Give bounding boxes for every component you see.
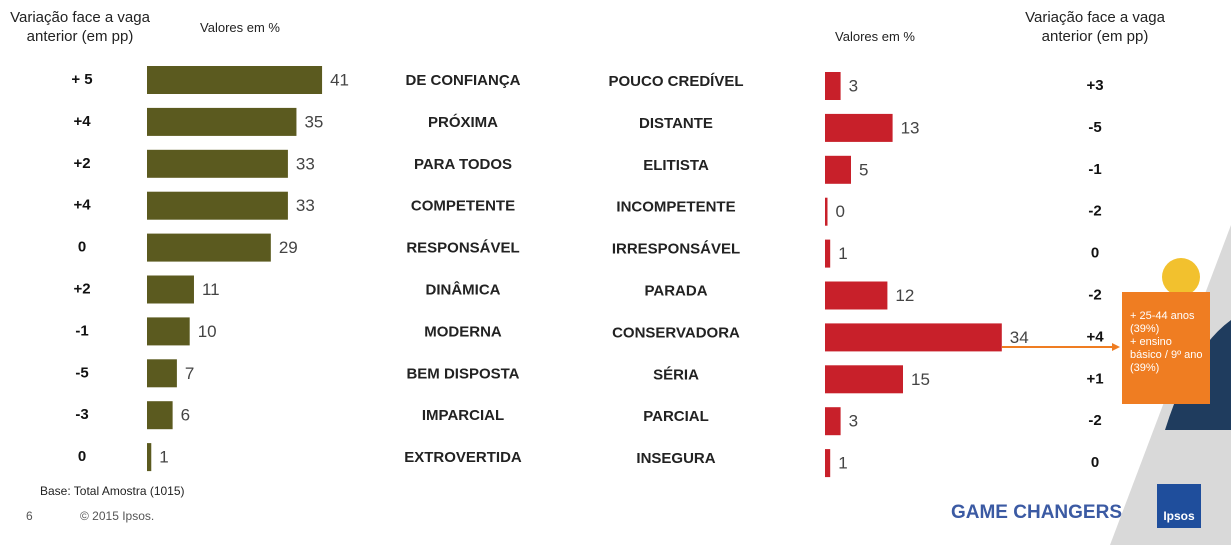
change-label: -5 — [75, 364, 88, 381]
category-label: POUCO CREDÍVEL — [608, 73, 743, 90]
change-label: -1 — [75, 322, 88, 339]
change-label: -2 — [1088, 203, 1101, 220]
decor-circle — [1162, 258, 1200, 296]
bar — [147, 107, 297, 136]
category-label: IRRESPONSÁVEL — [612, 241, 740, 258]
value-label: 35 — [304, 112, 323, 131]
change-label: +2 — [73, 280, 90, 297]
bar — [825, 239, 831, 268]
change-label: + 5 — [71, 71, 92, 88]
value-label: 29 — [279, 238, 298, 257]
bar — [825, 113, 893, 142]
value-label: 5 — [859, 160, 868, 179]
left-change-title: Variação face a vaga anterior (em pp) — [10, 9, 150, 45]
callout-line: + 25-44 anos (39%) — [1130, 310, 1195, 335]
category-label: PARA TODOS — [414, 156, 512, 173]
value-label: 1 — [838, 244, 847, 263]
value-label: 13 — [901, 118, 920, 137]
bar — [825, 197, 828, 226]
category-label: ELITISTA — [643, 157, 709, 174]
category-label: PARCIAL — [643, 408, 709, 425]
bar — [147, 443, 152, 472]
value-label: 11 — [202, 280, 220, 299]
category-label: INCOMPETENTE — [616, 199, 735, 216]
value-label: 15 — [911, 370, 930, 389]
change-label: -2 — [1088, 286, 1101, 303]
bar — [147, 66, 323, 94]
bar — [825, 407, 841, 436]
change-label: -5 — [1088, 119, 1101, 136]
category-label: SÉRIA — [653, 366, 699, 383]
bar — [825, 155, 851, 184]
category-label: EXTROVERTIDA — [404, 449, 522, 466]
category-label: DISTANTE — [639, 115, 713, 132]
category-label: RESPONSÁVEL — [406, 240, 519, 257]
right-values-title: Valores em % — [835, 29, 915, 44]
category-label: DINÂMICA — [426, 280, 501, 298]
value-label: 7 — [185, 364, 194, 383]
change-label: 0 — [1091, 454, 1099, 471]
bar — [147, 149, 288, 178]
category-label: COMPETENTE — [411, 198, 515, 215]
right-change-title: Variação face a vaga anterior (em pp) — [1025, 9, 1165, 45]
change-label: -2 — [1088, 412, 1101, 429]
category-label: IMPARCIAL — [422, 407, 504, 424]
change-label: 0 — [78, 448, 86, 465]
value-label: 6 — [181, 406, 190, 425]
value-label: 1 — [159, 448, 168, 467]
callout-arrow-head — [1112, 343, 1120, 351]
category-label: INSEGURA — [636, 450, 715, 467]
logo-box — [1157, 484, 1201, 528]
bar — [147, 233, 271, 262]
category-label: PARADA — [644, 282, 707, 299]
bar — [825, 281, 888, 310]
category-label: MODERNA — [424, 323, 502, 340]
bar — [825, 449, 831, 478]
change-label: -1 — [1088, 161, 1101, 178]
value-label: 3 — [849, 76, 858, 95]
value-label: 3 — [849, 412, 858, 431]
bar — [825, 72, 841, 100]
change-label: +4 — [1086, 328, 1104, 345]
change-label: +4 — [73, 197, 91, 214]
bar — [147, 401, 173, 430]
copyright: © 2015 Ipsos. — [80, 509, 154, 523]
bar — [825, 365, 903, 394]
brand: GAME CHANGERS — [951, 502, 1122, 523]
value-label: 33 — [296, 196, 315, 215]
bar — [147, 191, 288, 220]
change-label: 0 — [1091, 245, 1099, 262]
value-label: 10 — [198, 322, 217, 341]
change-label: +3 — [1086, 77, 1103, 94]
change-label: 0 — [78, 239, 86, 256]
change-label: +2 — [73, 155, 90, 172]
category-label: BEM DISPOSTA — [406, 365, 519, 382]
value-label: 34 — [1010, 328, 1029, 347]
logo-text: Ipsos — [1163, 509, 1195, 523]
change-label: +1 — [1086, 370, 1103, 387]
change-label: -3 — [75, 406, 88, 423]
page-number: 6 — [26, 509, 33, 523]
bar — [147, 275, 194, 304]
change-label: +4 — [73, 113, 91, 130]
category-label: PRÓXIMA — [428, 113, 498, 131]
bar — [147, 317, 190, 346]
value-label: 1 — [838, 454, 847, 473]
callout-line: + ensino básico / 9º ano (39%) — [1130, 336, 1203, 374]
value-label: 33 — [296, 154, 315, 173]
left-values-title: Valores em % — [200, 20, 280, 35]
category-label: CONSERVADORA — [612, 324, 740, 341]
value-label: 41 — [330, 70, 349, 89]
category-label: DE CONFIANÇA — [406, 72, 521, 89]
value-label: 0 — [836, 202, 845, 221]
value-label: 12 — [895, 286, 914, 305]
base-note: Base: Total Amostra (1015) — [40, 484, 185, 498]
callout: + 25-44 anos (39%) + ensino básico / 9º … — [1122, 292, 1210, 404]
bar — [147, 359, 177, 388]
bar — [825, 323, 1002, 352]
